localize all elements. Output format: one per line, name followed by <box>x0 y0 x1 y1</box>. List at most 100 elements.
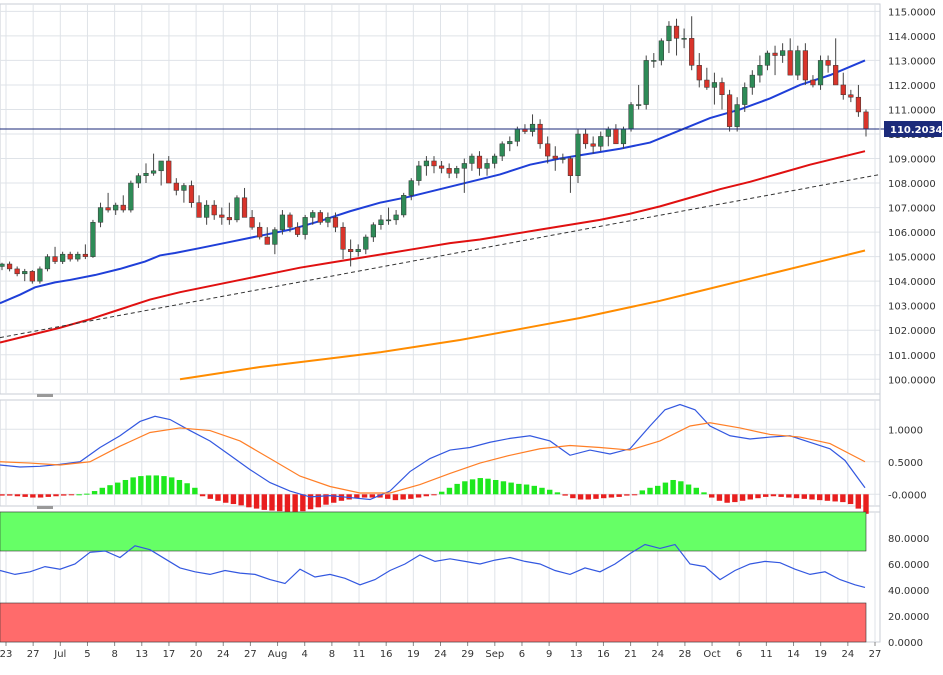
candle-up <box>302 217 308 235</box>
candle-up <box>628 104 634 130</box>
moving-average-line-3 <box>179 249 866 381</box>
histogram-bar-positive <box>477 478 483 495</box>
x-tick-label: 11 <box>353 649 366 660</box>
candle-down <box>431 160 437 167</box>
histogram-bar-negative <box>215 494 221 501</box>
candle-up <box>75 253 81 260</box>
candle-down <box>67 253 73 260</box>
candle-down <box>802 50 808 81</box>
candle-up <box>514 128 520 142</box>
histogram-bar-negative <box>400 494 406 500</box>
x-tick-label: 29 <box>461 649 474 660</box>
candle-up <box>499 143 505 157</box>
candle-down <box>825 60 831 66</box>
histogram-bar-negative <box>385 494 391 499</box>
histogram-bar-positive <box>670 479 676 495</box>
histogram-bar-negative <box>709 494 715 498</box>
candle-up <box>484 163 490 169</box>
histogram-bar-positive <box>84 493 90 495</box>
x-tick-label: 20 <box>190 649 203 660</box>
x-tick-label: 24 <box>841 649 854 660</box>
candle-down <box>219 214 225 218</box>
histogram-bar-positive <box>547 489 553 495</box>
candle-up <box>658 40 664 61</box>
histogram-bar-positive <box>115 482 121 495</box>
candle-up <box>37 268 43 282</box>
histogram-bar-negative <box>801 494 807 499</box>
candle-down <box>166 160 172 184</box>
x-tick-label: 9 <box>546 649 552 660</box>
candle-down <box>446 168 452 174</box>
candle-up <box>310 212 316 218</box>
x-tick-label: 4 <box>302 649 308 660</box>
histogram-bar-positive <box>469 479 476 495</box>
candle-down <box>848 94 854 98</box>
candle-down <box>704 79 710 88</box>
histogram-bar-positive <box>531 485 537 495</box>
candle-down <box>241 197 248 218</box>
candle-down <box>689 38 695 66</box>
histogram-bar-negative <box>786 494 792 498</box>
candle-up <box>279 214 286 230</box>
histogram-bar-positive <box>130 477 136 495</box>
x-tick-label: Aug <box>268 649 288 660</box>
histogram-bar-negative <box>809 494 815 500</box>
overbought-zone <box>0 511 867 552</box>
candle-down <box>264 236 270 245</box>
candle-down <box>772 52 778 56</box>
histogram-bar-negative <box>855 494 861 509</box>
price-tick-label: 111.0000 <box>888 105 936 116</box>
oscillator-tick-label: -0.0000 <box>888 490 927 501</box>
candle-down <box>348 249 354 252</box>
histogram-bar-negative <box>863 494 869 514</box>
histogram-bar-negative <box>331 494 337 503</box>
price-tick-label: 100.0000 <box>888 375 936 386</box>
panel-resize-handle[interactable] <box>37 506 53 509</box>
histogram-bar-negative <box>732 494 738 503</box>
histogram-bar-negative <box>631 494 638 496</box>
candle-up <box>393 214 399 221</box>
candle-up <box>385 219 392 222</box>
oscillator-tick-label: 0.5000 <box>888 458 923 469</box>
candle-up <box>620 128 627 145</box>
x-tick-label: 27 <box>869 649 882 660</box>
histogram-bar-positive <box>516 483 522 495</box>
candle-up <box>575 133 581 176</box>
histogram-bar-negative <box>832 494 838 502</box>
trendline <box>0 173 881 339</box>
moving-average-line-2 <box>0 150 866 344</box>
candle-down <box>14 268 20 275</box>
x-tick-label: 19 <box>814 649 827 660</box>
price-tick-label: 114.0000 <box>888 32 936 43</box>
histogram-bar-negative <box>847 494 854 505</box>
candle-down <box>173 182 179 191</box>
candle-down <box>673 25 680 39</box>
candle-down <box>29 271 35 282</box>
histogram-bar-negative <box>793 494 800 499</box>
histogram-bar-negative <box>45 494 51 497</box>
candle-up <box>742 87 748 105</box>
price-tick-label: 104.0000 <box>888 277 936 288</box>
price-tick-label: 113.0000 <box>888 56 936 67</box>
histogram-bar-negative <box>616 494 622 497</box>
panel-resize-handle[interactable] <box>37 394 53 397</box>
x-tick-label: 11 <box>760 649 773 660</box>
oscillator-tick-label: 1.0000 <box>888 425 923 436</box>
x-tick-label: 8 <box>329 649 335 660</box>
candle-down <box>332 217 339 228</box>
histogram-bar-negative <box>817 494 823 501</box>
candle-down <box>294 226 301 235</box>
histogram-bar-negative <box>755 494 761 499</box>
histogram-bar-negative <box>601 494 607 499</box>
histogram-bar-positive <box>685 484 692 495</box>
histogram-bar-positive <box>523 484 530 495</box>
histogram-bar-positive <box>554 492 561 495</box>
histogram-bar-negative <box>246 494 252 508</box>
candle-up <box>560 158 566 160</box>
histogram-bar-positive <box>701 492 707 495</box>
candle-down <box>196 202 202 218</box>
oscillator-line-2 <box>0 422 866 494</box>
histogram-bar-negative <box>423 494 429 497</box>
